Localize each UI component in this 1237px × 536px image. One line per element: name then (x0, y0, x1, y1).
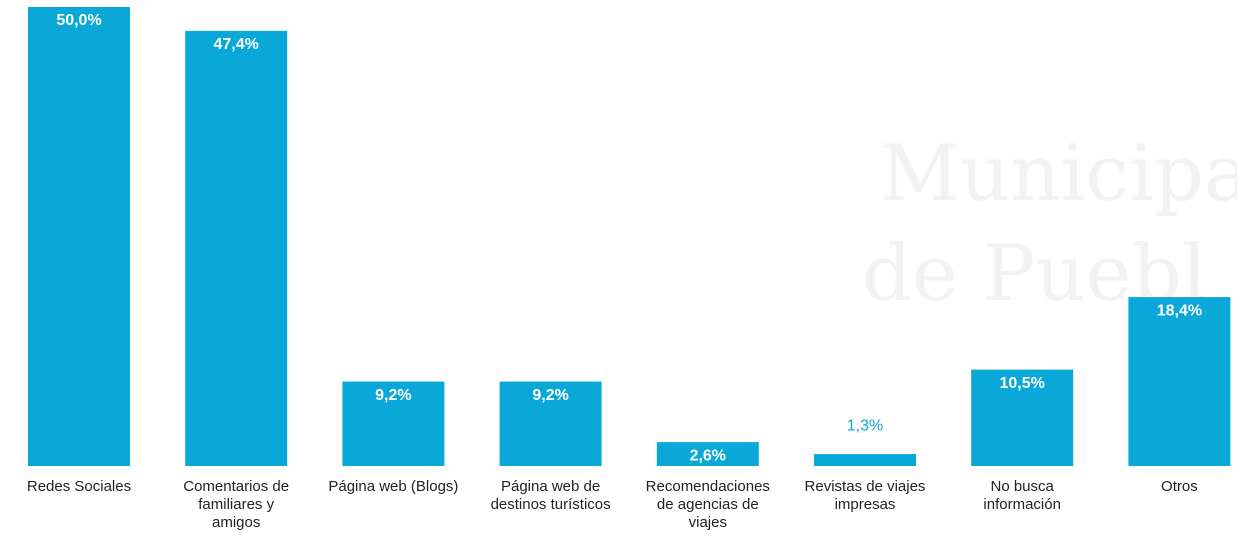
bar (28, 7, 130, 466)
value-label: 9,2% (532, 387, 568, 404)
x-tick-label: Página web (Blogs) (318, 478, 468, 496)
value-label: 10,5% (1000, 375, 1045, 392)
x-tick-label: Comentarios de familiares y amigos (179, 478, 294, 532)
value-label: 1,3% (847, 417, 883, 434)
value-label: 9,2% (375, 387, 411, 404)
x-tick-label: Recomendaciones de agencias de viajes (643, 478, 773, 532)
x-tick-label: Redes Sociales (4, 478, 154, 496)
watermark: Municipa (880, 129, 1237, 219)
bar (185, 31, 287, 466)
x-tick-label: Otros (1104, 478, 1237, 496)
chart: Municipa de Puebl 50,0%47,4%9,2%9,2%2,6%… (0, 0, 1237, 536)
x-tick-label: Revistas de viajes impresas (790, 478, 940, 514)
value-label: 18,4% (1157, 302, 1202, 319)
bar (1128, 297, 1230, 466)
chart-svg: Municipa de Puebl 50,0%47,4%9,2%9,2%2,6%… (0, 0, 1237, 536)
value-label: 50,0% (56, 12, 101, 29)
bar (814, 454, 916, 466)
value-label: 47,4% (214, 36, 259, 53)
x-tick-label: Página web de destinos turísticos (476, 478, 626, 514)
x-tick-label: No busca información (972, 478, 1072, 514)
value-label: 2,6% (690, 447, 726, 464)
